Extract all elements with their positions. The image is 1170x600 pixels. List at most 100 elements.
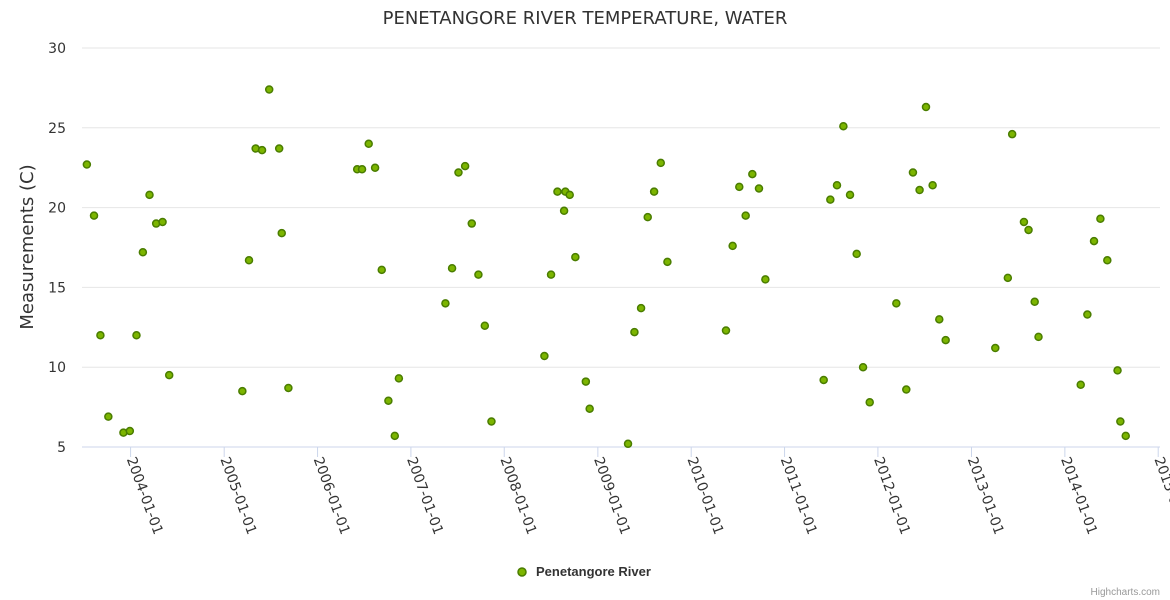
data-point[interactable]: [1034, 332, 1043, 342]
x-tick-label: 2013-01-01: [964, 455, 1007, 537]
data-point[interactable]: [540, 351, 549, 361]
legend-marker-icon[interactable]: [517, 567, 527, 577]
data-point[interactable]: [384, 396, 393, 405]
data-point[interactable]: [928, 181, 937, 190]
data-point[interactable]: [132, 331, 141, 340]
data-point[interactable]: [585, 404, 594, 413]
data-point[interactable]: [284, 383, 293, 393]
data-point[interactable]: [865, 398, 874, 407]
data-point[interactable]: [643, 212, 652, 222]
data-point[interactable]: [1076, 380, 1085, 390]
data-point[interactable]: [721, 326, 731, 335]
data-point[interactable]: [277, 228, 286, 238]
data-point[interactable]: [257, 145, 267, 155]
data-point[interactable]: [858, 362, 868, 372]
data-point[interactable]: [480, 321, 490, 330]
data-point[interactable]: [1019, 217, 1029, 227]
data-point[interactable]: [1103, 256, 1112, 265]
data-point[interactable]: [845, 190, 855, 200]
data-point[interactable]: [991, 343, 1000, 353]
data-point[interactable]: [447, 263, 457, 273]
x-tick-label: 2006-01-01: [310, 455, 353, 537]
data-point[interactable]: [487, 417, 496, 426]
data-point[interactable]: [125, 426, 135, 436]
data-point[interactable]: [364, 139, 373, 149]
data-point[interactable]: [454, 168, 463, 177]
data-point[interactable]: [441, 299, 450, 308]
data-points: [82, 85, 1130, 449]
data-point[interactable]: [1096, 214, 1105, 224]
data-point[interactable]: [1024, 225, 1033, 235]
data-point[interactable]: [96, 331, 105, 340]
y-tick-label: 15: [48, 280, 66, 296]
legend-item-penetangore-river[interactable]: Penetangore River: [536, 564, 651, 579]
data-point[interactable]: [892, 299, 901, 308]
data-point[interactable]: [1121, 431, 1130, 441]
data-point[interactable]: [754, 184, 764, 193]
data-point[interactable]: [902, 385, 911, 394]
data-point[interactable]: [1113, 366, 1122, 375]
x-tick-label: 2011-01-01: [777, 455, 820, 537]
credits-link[interactable]: Highcharts.com: [1091, 587, 1160, 598]
data-point[interactable]: [915, 185, 924, 195]
data-point[interactable]: [145, 190, 154, 200]
data-point[interactable]: [244, 256, 254, 265]
data-point[interactable]: [741, 211, 750, 220]
legend[interactable]: Penetangore River: [517, 564, 651, 579]
data-point[interactable]: [553, 187, 562, 196]
data-point[interactable]: [264, 85, 274, 94]
y-tick-label: 5: [57, 440, 66, 456]
data-point[interactable]: [390, 431, 400, 441]
data-point[interactable]: [656, 158, 666, 168]
data-point[interactable]: [377, 265, 386, 275]
data-point[interactable]: [826, 195, 835, 204]
data-point[interactable]: [1089, 236, 1099, 246]
data-point[interactable]: [460, 161, 470, 171]
data-point[interactable]: [941, 335, 950, 345]
data-point[interactable]: [581, 377, 591, 386]
data-point[interactable]: [467, 219, 477, 228]
data-point[interactable]: [761, 275, 770, 284]
data-point[interactable]: [89, 211, 99, 220]
data-point[interactable]: [370, 163, 380, 172]
x-tick-label: 2005-01-01: [216, 455, 259, 537]
data-point[interactable]: [636, 303, 646, 313]
data-point[interactable]: [565, 190, 574, 200]
data-point[interactable]: [104, 412, 113, 421]
data-point[interactable]: [394, 374, 404, 383]
x-axis-ticks: 2004-01-01 2005-01-01 2006-01-01 2007-01-01…: [123, 447, 1170, 537]
data-point[interactable]: [908, 168, 918, 177]
data-point[interactable]: [663, 257, 672, 267]
data-point[interactable]: [158, 217, 167, 227]
data-point[interactable]: [1007, 129, 1017, 139]
data-point[interactable]: [357, 165, 367, 174]
data-point[interactable]: [1116, 417, 1125, 426]
data-point[interactable]: [819, 375, 828, 385]
data-point[interactable]: [238, 386, 247, 396]
data-point[interactable]: [274, 144, 284, 153]
gridlines: [82, 47, 1160, 448]
data-point[interactable]: [832, 181, 842, 190]
data-point[interactable]: [138, 248, 148, 257]
data-point[interactable]: [630, 327, 639, 337]
data-point[interactable]: [164, 370, 174, 380]
data-point[interactable]: [1003, 273, 1013, 283]
data-point[interactable]: [623, 439, 633, 449]
data-point[interactable]: [728, 241, 737, 251]
data-point[interactable]: [559, 206, 569, 216]
data-point[interactable]: [571, 252, 580, 262]
data-point[interactable]: [1030, 297, 1039, 307]
data-point[interactable]: [921, 102, 931, 112]
data-point[interactable]: [649, 187, 659, 196]
y-axis-title: Measurements (C): [17, 164, 38, 329]
data-point[interactable]: [935, 315, 944, 324]
y-tick-label: 10: [48, 360, 66, 376]
data-point[interactable]: [735, 182, 744, 192]
data-point[interactable]: [852, 249, 861, 259]
data-point[interactable]: [546, 270, 556, 279]
data-point[interactable]: [474, 270, 483, 279]
data-point[interactable]: [1083, 310, 1092, 319]
data-point[interactable]: [82, 160, 92, 169]
data-point[interactable]: [748, 169, 757, 179]
data-point[interactable]: [839, 121, 848, 131]
